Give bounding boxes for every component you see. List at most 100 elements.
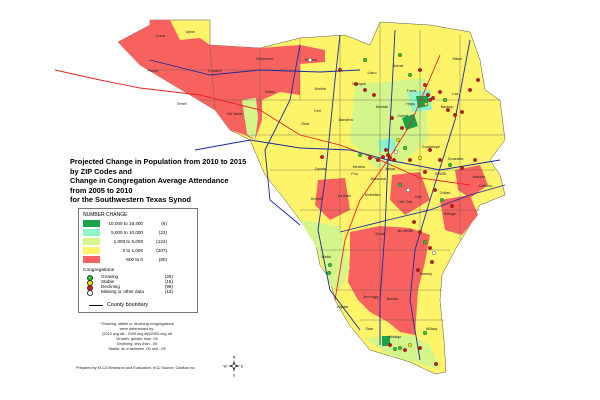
- legend-range: 5,000 to 10,000: [111, 230, 143, 235]
- region-growth-central: [350, 78, 428, 168]
- footnote-line: *Growing, stable or declining congregati…: [100, 322, 174, 326]
- declining-congregation-marker: [392, 157, 397, 162]
- highway-us77: [409, 39, 471, 361]
- stable-congregation-marker: [424, 101, 429, 106]
- county-label: Schleicher: [256, 57, 274, 61]
- stable-congregation-marker: [418, 155, 423, 160]
- congregation-count: (96): [164, 284, 173, 289]
- county-label: Burnet: [393, 64, 404, 68]
- declining-congregation-marker: [468, 87, 473, 92]
- congregation-label: Missing or other data: [101, 289, 144, 294]
- stable-congregation-marker: [408, 343, 413, 348]
- county-label: Bandera: [339, 118, 354, 122]
- declining-congregation-marker: [381, 154, 386, 159]
- growing-congregation-marker: [440, 197, 445, 202]
- title-line: from 2005 to 2010: [70, 185, 133, 195]
- highways: [54, 29, 506, 361]
- region-decline-coast: [440, 195, 478, 235]
- county-label: Travis: [407, 89, 417, 93]
- missing-data-congregation-marker: [406, 187, 411, 192]
- county-label: Webb: [321, 255, 331, 259]
- growing-congregation-marker: [423, 239, 428, 244]
- declining-congregation-marker: [338, 67, 343, 72]
- county-boundaries: [150, 22, 505, 340]
- stable-congregation-marker: [396, 137, 401, 142]
- highway-us90: [194, 139, 501, 171]
- county-label: Upton: [186, 30, 196, 34]
- legend-count: (124): [156, 239, 167, 244]
- missing-data-congregation-marker: [432, 250, 437, 255]
- declining-congregation-marker: [476, 77, 481, 82]
- legend-range: 1,000 to 5,000: [113, 239, 143, 244]
- declining-congregation-marker: [473, 157, 478, 162]
- growing-congregation-marker: [328, 263, 333, 268]
- declining-congregation-marker: [428, 245, 433, 250]
- county-label: Crockett: [208, 69, 222, 73]
- declining-congregation-marker: [388, 343, 393, 348]
- declining-congregation-marker: [384, 147, 389, 152]
- declining-congregation-marker: [460, 109, 465, 114]
- title-line: for the Southwestern Texas Synod: [70, 195, 192, 205]
- declining-congregation-marker: [428, 97, 433, 102]
- compass-n: N: [233, 356, 236, 360]
- declining-congregation-marker: [438, 89, 443, 94]
- congregation-label: Stable: [101, 279, 115, 284]
- declining-congregation-marker: [418, 346, 423, 351]
- footnote-line: Growth: greater than .05: [116, 337, 158, 341]
- county-label: McMullen: [365, 193, 381, 197]
- declining-congregation-marker: [433, 187, 438, 192]
- highway-i10-west: [54, 69, 471, 186]
- declining-congregation-marker: [390, 115, 395, 120]
- compass-rose: N S E W: [224, 356, 245, 378]
- county-label: Bexar: [386, 167, 396, 171]
- compass-e: E: [241, 364, 244, 368]
- declining-congregation-marker: [434, 362, 439, 367]
- growing-congregation-marker: [393, 347, 398, 352]
- congregation-markers: [308, 53, 481, 367]
- congregation-label: Growing: [101, 274, 119, 279]
- footnote-line: Declining: less than -.05: [116, 342, 158, 346]
- congregation-count: (26): [164, 274, 173, 279]
- declining-congregation-marker: [438, 157, 443, 162]
- county-label: Guadalupe: [422, 145, 440, 149]
- declining-congregation-marker: [460, 165, 465, 170]
- growing-congregation-marker: [398, 53, 403, 58]
- county-label: Bastrop: [441, 105, 454, 109]
- footnote-line: (2010 avg att - 2005 avg att)/2005 avg a…: [102, 332, 172, 336]
- legend-range: 0 to 1,000: [122, 248, 143, 253]
- county-label: Crane: [156, 34, 166, 38]
- region-decline-east: [455, 165, 488, 198]
- declining-congregation-marker: [418, 67, 423, 72]
- county-label: Kendall: [376, 105, 388, 109]
- declining-congregation-marker: [453, 112, 458, 117]
- county-label: Jackson: [472, 175, 486, 179]
- declining-congregation-marker: [423, 82, 428, 87]
- congregation-count: (15): [164, 279, 173, 284]
- declining-congregation-marker: [426, 92, 431, 97]
- congregations-heading: Congregations: [83, 268, 115, 273]
- county-labels: CraneUptonPecosCrockettSchleicherMenardT…: [148, 30, 493, 339]
- declining-congregation-marker: [418, 229, 423, 234]
- legend-range: 10,000 to 16,400: [108, 221, 144, 226]
- county-label: Comal: [398, 114, 409, 118]
- county-label: Kimble: [315, 87, 326, 91]
- legend-count: (22): [158, 230, 167, 235]
- declining-congregation-marker: [372, 92, 377, 97]
- declining-congregation-marker: [450, 203, 455, 208]
- missing-data-congregation-marker: [394, 149, 399, 154]
- county-label: Lee: [452, 92, 458, 96]
- declining-congregation-marker: [408, 157, 413, 162]
- highway-us83: [317, 34, 361, 331]
- declining-congregation-marker: [428, 147, 433, 152]
- county-label: Pecos: [148, 69, 158, 73]
- county-boundary: [209, 44, 216, 111]
- county-label: Milam: [453, 57, 463, 61]
- declining-congregation-marker: [320, 154, 325, 159]
- county-label: Val Verde: [227, 112, 243, 116]
- highway-us277: [264, 44, 301, 226]
- compass-s: S: [233, 374, 236, 378]
- county-label: Terrell: [177, 102, 187, 106]
- county-label: Goliad: [440, 191, 451, 195]
- county-label: DeWitt: [435, 172, 446, 176]
- growing-congregation-marker: [398, 346, 403, 351]
